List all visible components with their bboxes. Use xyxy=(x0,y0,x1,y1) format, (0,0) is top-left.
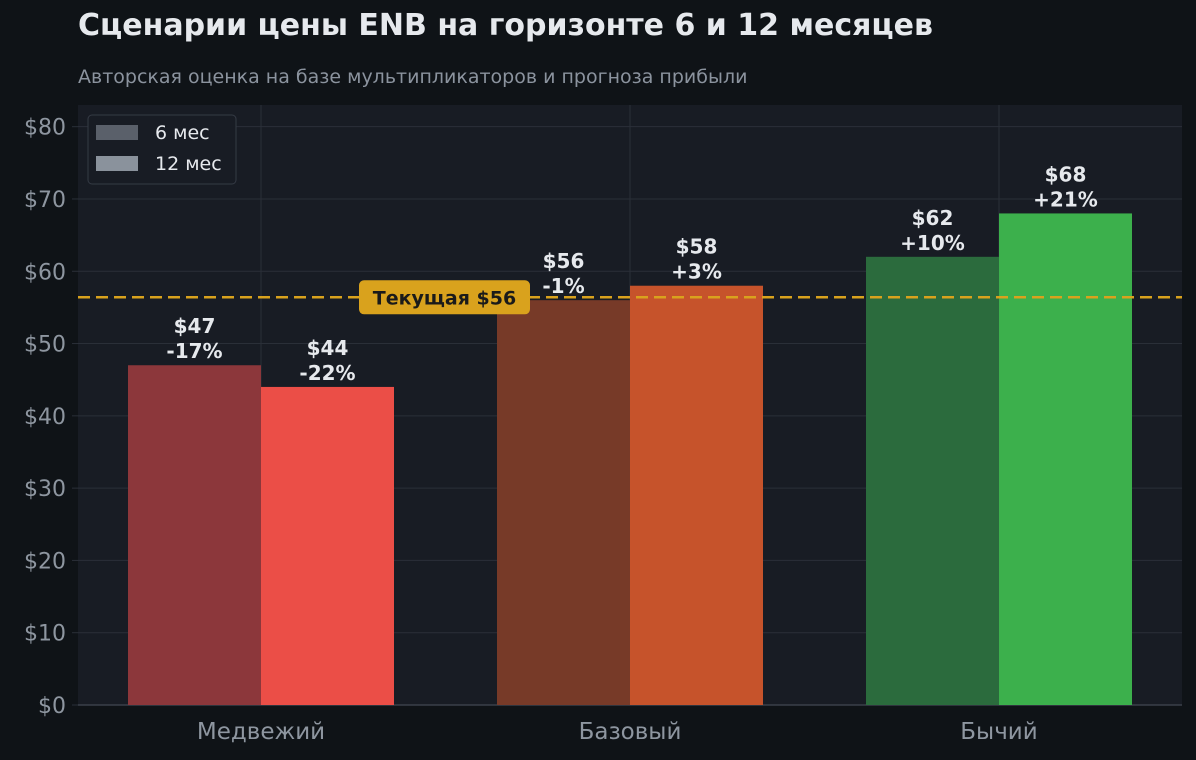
bar xyxy=(261,386,394,705)
legend-label: 6 мес xyxy=(155,122,210,144)
bar xyxy=(128,365,261,705)
y-tick-label: $70 xyxy=(24,188,66,213)
bar xyxy=(866,256,999,705)
y-tick-label: $50 xyxy=(24,333,66,358)
chart-subtitle: Авторская оценка на базе мультипликаторо… xyxy=(78,66,748,88)
x-axis: Медвежий Базовый Бычий xyxy=(197,719,1038,745)
bar-data-label: $44 -22% xyxy=(299,336,355,385)
legend-swatch xyxy=(96,156,138,171)
legend: 6 мес 12 мес xyxy=(87,114,237,185)
x-tick-label: Медвежий xyxy=(197,719,325,745)
y-tick-label: $60 xyxy=(24,260,66,285)
chart-title: Сценарии цены ENB на горизонте 6 и 12 ме… xyxy=(78,8,933,43)
bar-data-label: $62 +10% xyxy=(900,206,965,255)
y-tick-label: $10 xyxy=(24,622,66,647)
bar xyxy=(497,300,630,705)
legend-label: 12 мес xyxy=(155,153,222,175)
bar xyxy=(999,213,1132,706)
y-tick-label: $40 xyxy=(24,405,66,430)
bar xyxy=(630,285,763,705)
x-tick-label: Базовый xyxy=(579,719,682,745)
reference-line-label: Текущая $56 xyxy=(373,287,516,309)
bar-data-label: $56 -1% xyxy=(542,249,584,298)
legend-swatch xyxy=(96,125,138,140)
reference-line-group: Текущая $56 xyxy=(78,280,1182,315)
reference-label-box xyxy=(359,280,530,315)
y-tick-label: $20 xyxy=(24,549,66,574)
x-tick-label: Бычий xyxy=(960,719,1037,745)
y-tick-label: $30 xyxy=(24,477,66,502)
y-axis: $0 $10 $20 $30 $40 $50 $60 $70 $80 xyxy=(24,116,78,719)
bar-data-label: $68 +21% xyxy=(1033,162,1098,211)
bar-data-label: $58 +3% xyxy=(671,235,722,284)
bars xyxy=(128,213,1132,706)
y-tick-label: $0 xyxy=(38,694,66,719)
data-labels: $47 -17% $44 -22% $56 -1% $58 +3% $62 +10% $68 +21% xyxy=(166,162,1097,384)
y-tick-label: $80 xyxy=(24,116,66,141)
bar-data-label: $47 -17% xyxy=(166,314,222,363)
